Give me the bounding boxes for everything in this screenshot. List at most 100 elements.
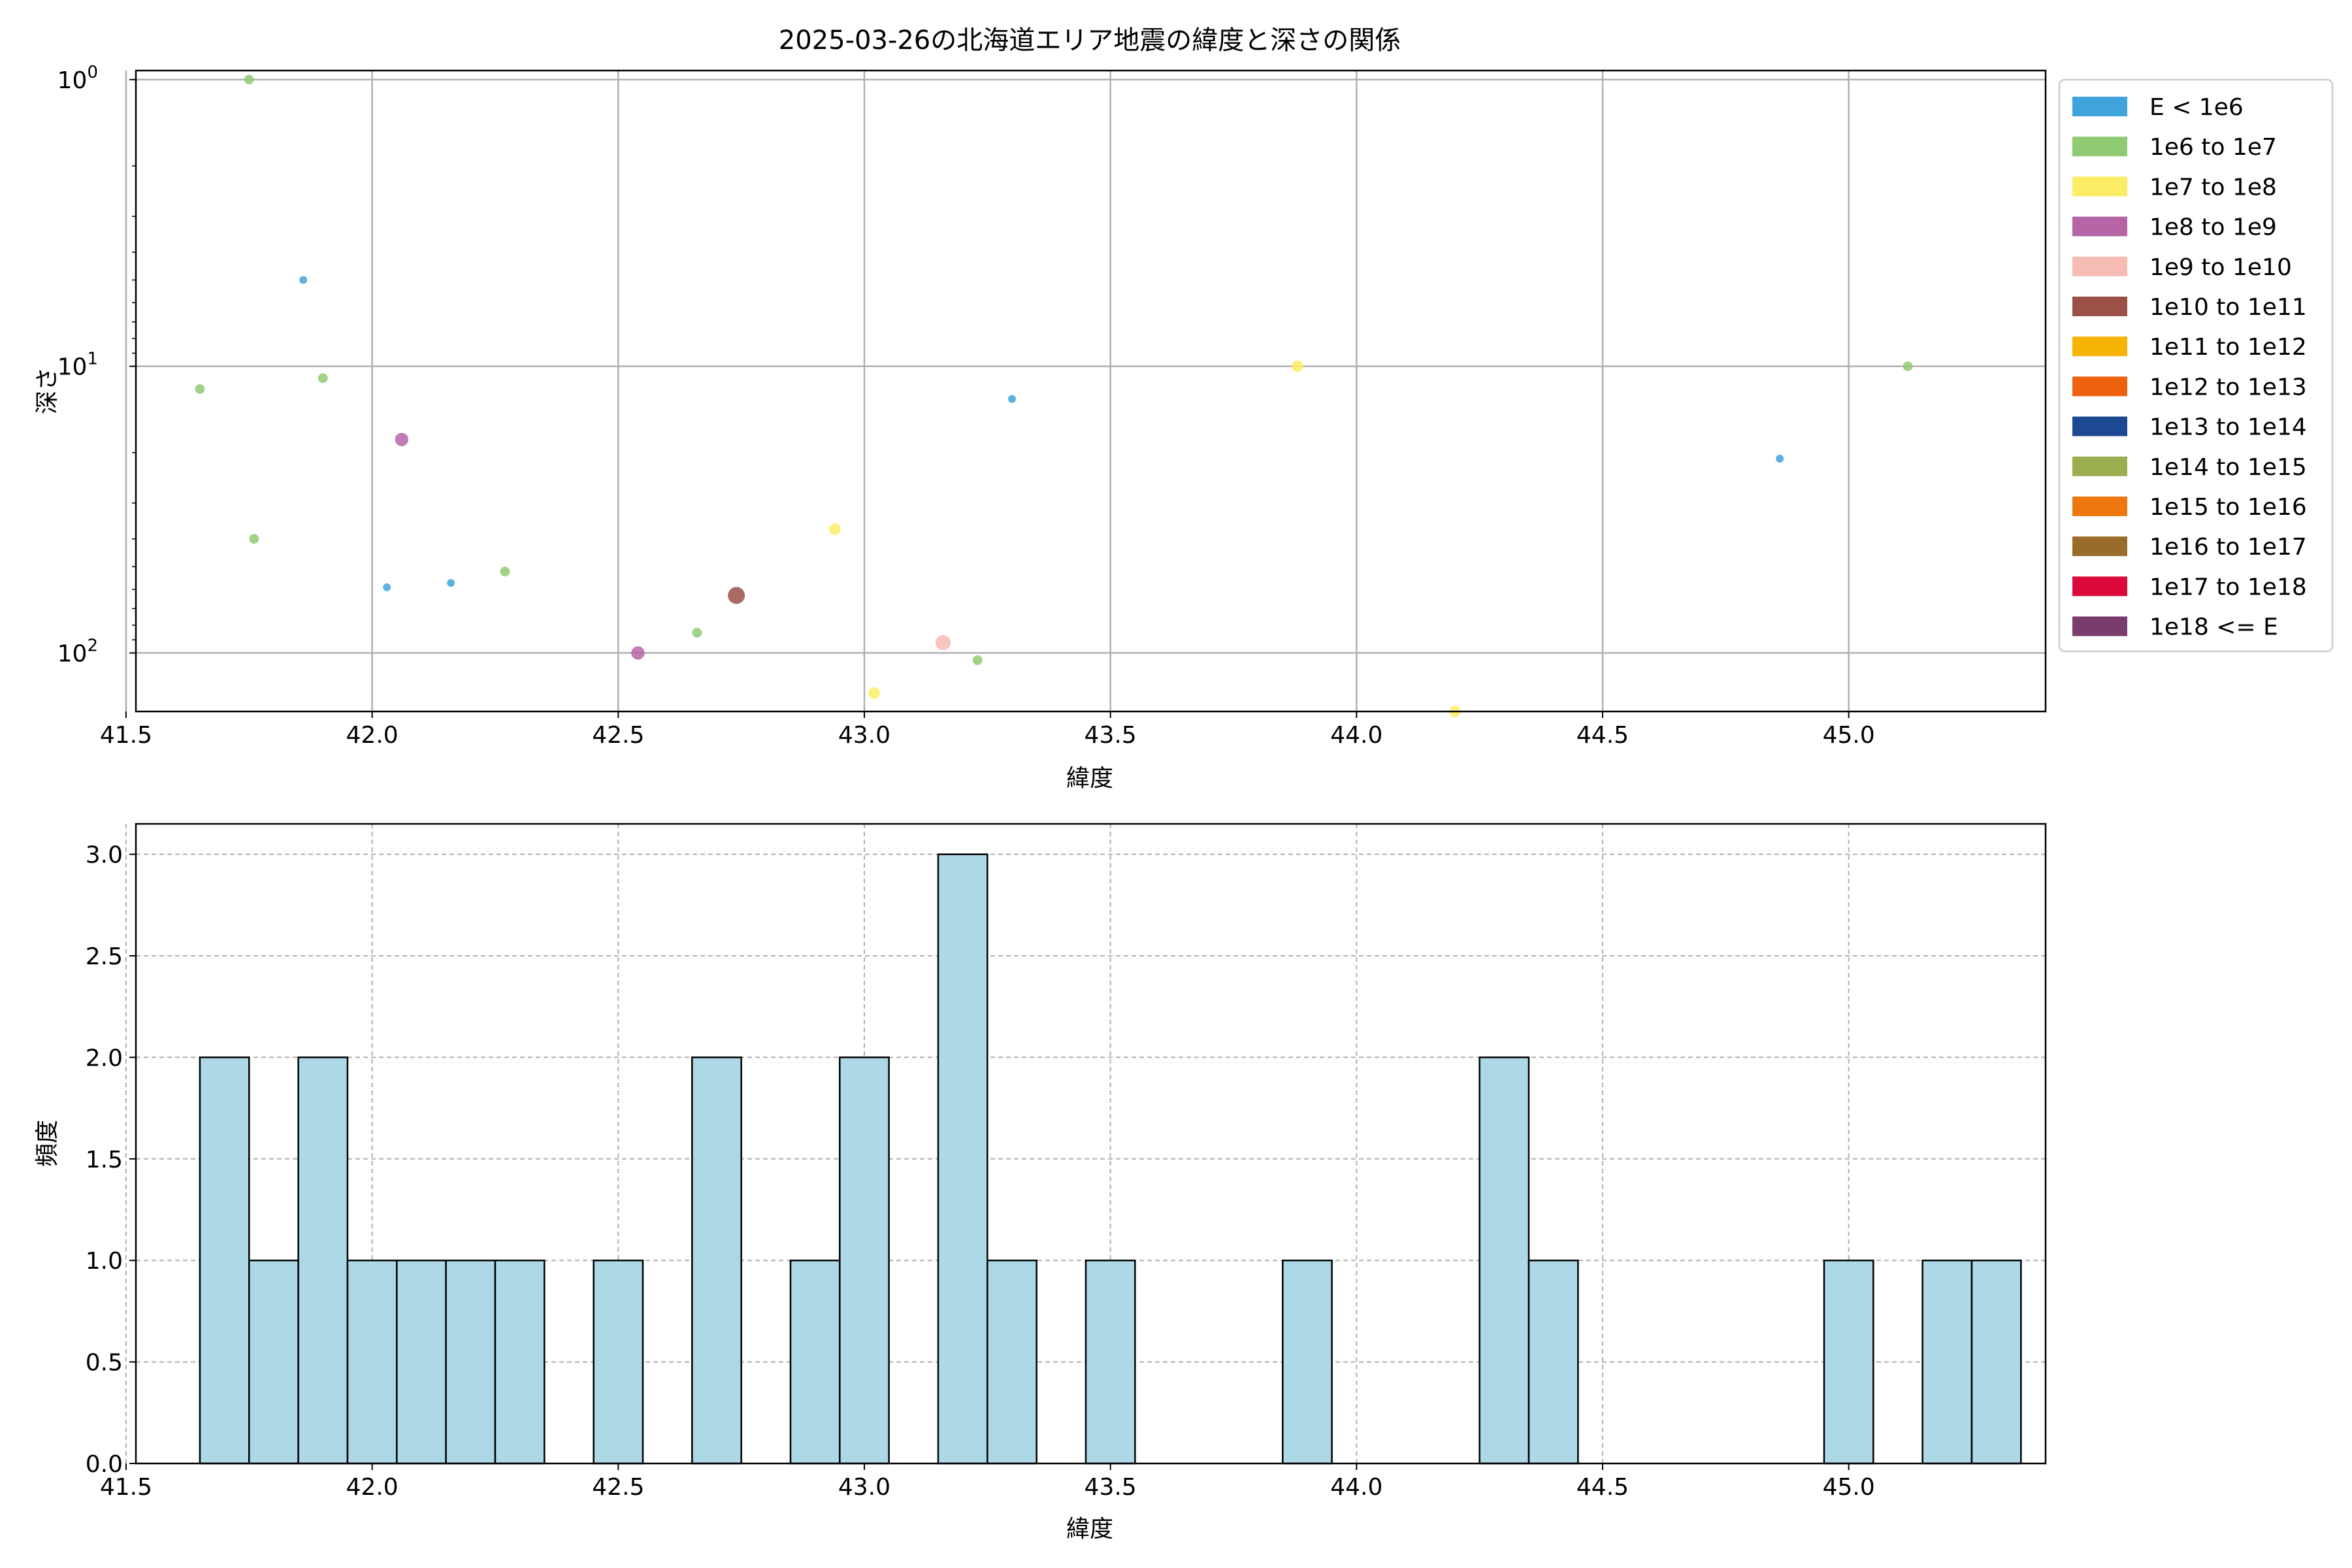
- legend-swatch: [2072, 297, 2127, 316]
- histogram-bar: [1527, 1259, 1579, 1465]
- histogram-bar: [445, 1259, 497, 1465]
- scatter-points: [195, 74, 1913, 717]
- scatter-point: [972, 655, 983, 665]
- scatter-point: [244, 74, 254, 85]
- histogram-bar: [1282, 1259, 1333, 1465]
- legend-items: E < 1e6 1e6 to 1e7 1e7 to 1e8 1e8 to 1e9 1e9…: [2072, 94, 2307, 641]
- scatter-point: [299, 276, 308, 284]
- legend-label: 1e10 to 1e11: [2149, 294, 2307, 321]
- histogram-x-tick-label: 43.0: [838, 1474, 890, 1501]
- scatter-x-label: 緯度: [1066, 765, 1113, 792]
- legend-swatch: [2072, 376, 2127, 397]
- histogram-axes-frame: [135, 823, 2047, 1465]
- scatter-point: [728, 587, 745, 604]
- scatter-point: [692, 628, 702, 638]
- legend-label: E < 1e6: [2149, 94, 2244, 121]
- scatter-y-tick-label: 101: [57, 350, 98, 381]
- scatter-point: [249, 534, 259, 544]
- scatter-point: [383, 583, 391, 591]
- scatter-x-tick-label: 42.0: [346, 722, 399, 749]
- legend-swatch: [2072, 497, 2127, 516]
- histogram-bar: [1970, 1259, 2022, 1465]
- histogram-bar: [691, 1056, 742, 1465]
- histogram-x-tick-label: 41.5: [100, 1474, 152, 1501]
- scatter-point: [318, 373, 328, 384]
- legend-swatch: [2072, 137, 2127, 157]
- histogram-x-tick-label: 45.0: [1823, 1474, 1875, 1501]
- scatter-x-tick-label: 42.5: [592, 722, 644, 749]
- legend-label: 1e8 to 1e9: [2149, 214, 2277, 241]
- scatter-axes-frame: [135, 69, 2047, 713]
- histogram-y-tick-label: 1.5: [86, 1147, 123, 1173]
- histogram-y-ticks: 0.0 0.5 1.0 1.5 2.0 2.5 3.0: [86, 842, 136, 1478]
- scatter-point: [195, 384, 205, 394]
- histogram-y-tick-label: 0.0: [86, 1451, 123, 1478]
- histogram-x-tick-label: 42.0: [346, 1474, 399, 1501]
- legend-swatch: [2072, 456, 2127, 476]
- scatter-point: [1903, 361, 1913, 372]
- legend-swatch: [2072, 336, 2127, 357]
- scatter-x-tick-label: 43.0: [838, 722, 890, 749]
- histogram-x-label: 緯度: [1066, 1516, 1113, 1543]
- scatter-x-tick-label: 41.5: [100, 722, 152, 749]
- chart-title: 2025-03-26の北海道エリア地震の緯度と深さの関係: [779, 25, 1401, 56]
- scatter-y-tick-label: 102: [57, 636, 98, 667]
- scatter-point: [631, 646, 645, 660]
- legend-swatch: [2072, 97, 2127, 116]
- scatter-point: [447, 579, 455, 587]
- histogram-bar: [346, 1259, 398, 1465]
- legend-swatch: [2072, 216, 2127, 237]
- legend-label: 1e18 <= E: [2149, 614, 2278, 641]
- scatter-point: [395, 433, 409, 446]
- scatter-point: [1776, 455, 1784, 463]
- histogram-y-tick-label: 2.0: [86, 1045, 123, 1071]
- legend: E < 1e6 1e6 to 1e7 1e7 to 1e8 1e8 to 1e9 1e9…: [2058, 78, 2334, 653]
- scatter-y-tick-label: 100: [57, 63, 98, 94]
- histogram-bar: [297, 1056, 349, 1465]
- scatter-x-tick-label: 44.5: [1576, 722, 1629, 749]
- legend-label: 1e15 to 1e16: [2149, 494, 2307, 521]
- histogram-bar: [396, 1259, 447, 1465]
- histogram-bars: [199, 853, 2022, 1465]
- legend-swatch: [2072, 176, 2127, 197]
- histogram-bar: [1921, 1259, 1973, 1465]
- legend-label: 1e17 to 1e18: [2149, 574, 2307, 600]
- histogram: 41.5 42.0 42.5 43.0 43.5 44.0 44.5 45.0 0.0 0.5 1…: [34, 823, 2047, 1543]
- histogram-bar: [1478, 1056, 1530, 1465]
- histogram-bar: [789, 1259, 841, 1465]
- legend-label: 1e9 to 1e10: [2149, 254, 2292, 281]
- histogram-x-tick-label: 44.5: [1576, 1474, 1629, 1501]
- scatter-x-tick-label: 43.5: [1085, 722, 1137, 749]
- scatter-point: [935, 634, 951, 651]
- legend-label: 1e16 to 1e17: [2149, 534, 2307, 561]
- scatter-x-ticks: 41.5 42.0 42.5 43.0 43.5 44.0 44.5 45.0: [100, 711, 1875, 749]
- legend-swatch: [2072, 536, 2127, 557]
- histogram-bar: [248, 1259, 299, 1465]
- scatter-point: [868, 687, 880, 699]
- legend-label: 1e11 to 1e12: [2149, 334, 2307, 361]
- legend-label: 1e6 to 1e7: [2149, 134, 2277, 161]
- scatter-point: [500, 566, 510, 577]
- histogram-bar: [494, 1259, 546, 1465]
- legend-swatch: [2072, 576, 2127, 596]
- scatter-grid: [125, 71, 2046, 711]
- legend-label: 1e7 to 1e8: [2149, 174, 2277, 201]
- histogram-bar: [1085, 1259, 1136, 1465]
- histogram-bar: [839, 1056, 890, 1465]
- legend-label: 1e13 to 1e14: [2149, 414, 2307, 441]
- legend-label: 1e12 to 1e13: [2149, 374, 2307, 400]
- histogram-bar: [987, 1259, 1037, 1465]
- histogram-y-tick-label: 0.5: [86, 1350, 123, 1377]
- histogram-y-label: 頻度: [34, 1120, 61, 1167]
- scatter-x-tick-label: 44.0: [1330, 722, 1382, 749]
- scatter-x-tick-label: 45.0: [1823, 722, 1875, 749]
- legend-swatch: [2072, 616, 2127, 636]
- histogram-y-tick-label: 2.5: [86, 943, 123, 970]
- histogram-x-tick-label: 42.5: [592, 1474, 644, 1501]
- histogram-x-tick-label: 43.5: [1085, 1474, 1137, 1501]
- histogram-bar: [1823, 1259, 1874, 1465]
- legend-swatch: [2072, 256, 2127, 276]
- scatter-point: [1007, 395, 1016, 403]
- histogram-y-tick-label: 3.0: [86, 842, 123, 869]
